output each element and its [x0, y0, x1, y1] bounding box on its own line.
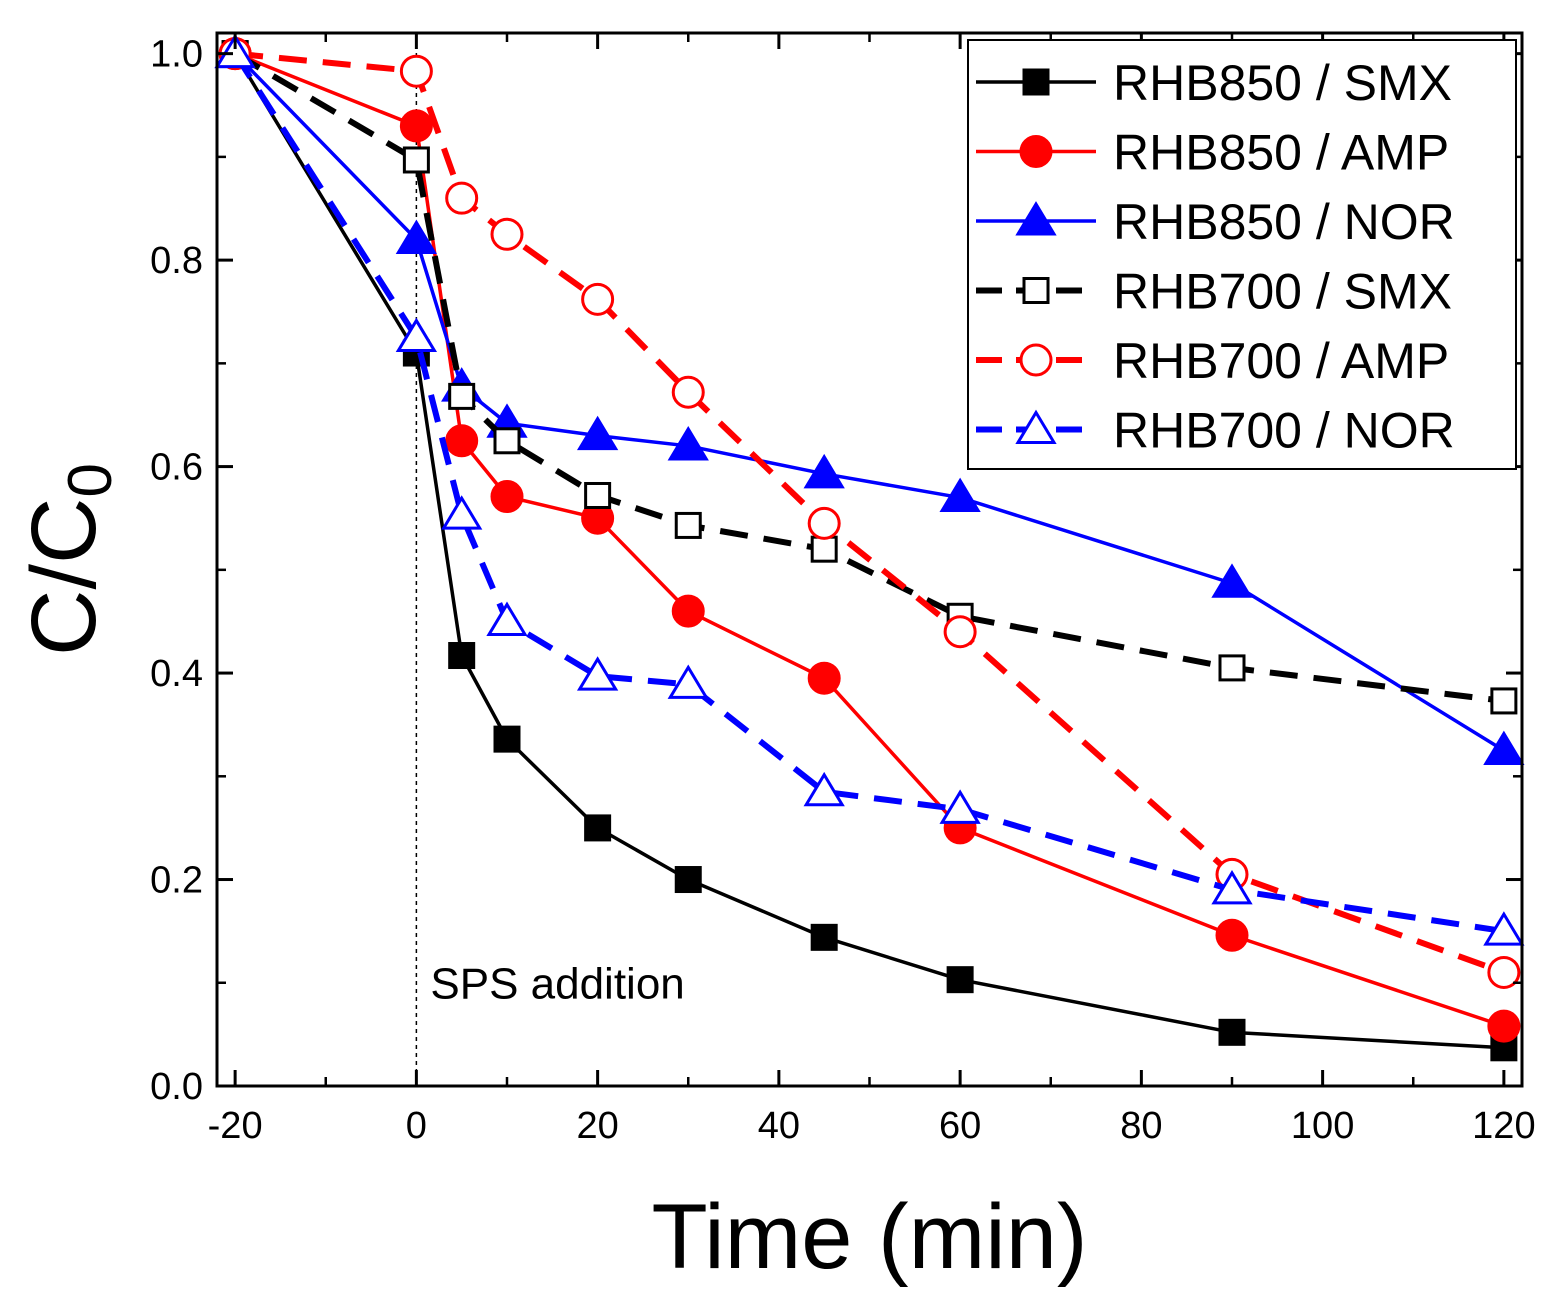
y-tick-label: 0.8 [150, 240, 203, 282]
x-tick-label: -20 [208, 1105, 263, 1147]
data-point [1483, 730, 1525, 765]
data-point [441, 495, 483, 530]
data-point [943, 615, 977, 649]
x-tick-label: 20 [576, 1105, 618, 1147]
series-4 [218, 37, 1521, 989]
data-point [445, 424, 479, 458]
x-tick-label: 40 [758, 1105, 800, 1147]
data-point [395, 317, 438, 353]
data-point [674, 511, 702, 539]
y-tick-label: 1.0 [150, 34, 203, 76]
y-tick-label: 0.4 [150, 653, 203, 695]
data-point [490, 217, 524, 251]
data-point [671, 375, 705, 409]
data-point [576, 656, 619, 691]
legend-marker [1022, 277, 1050, 304]
data-point [803, 771, 845, 807]
series-layer [214, 33, 1525, 1062]
x-tick-label: 0 [406, 1105, 427, 1147]
data-point [399, 109, 433, 143]
series-5 [214, 33, 1525, 946]
series-line [233, 52, 1505, 752]
legend-marker [1019, 135, 1053, 168]
data-point [448, 642, 476, 670]
sps-addition-label: SPS addition [430, 959, 684, 1008]
data-point [671, 594, 705, 628]
data-point [807, 661, 841, 695]
data-point [490, 480, 524, 514]
data-point [395, 219, 438, 254]
y-tick-label: 0.0 [150, 1066, 203, 1108]
data-point [939, 477, 981, 513]
series-line [233, 52, 1504, 1050]
data-point [939, 789, 981, 824]
x-tick-label: 120 [1472, 1105, 1535, 1147]
legend: RHB850 / SMX RHB850 / AMP RHB850 / NOR RHB7… [967, 39, 1517, 470]
legend-marker [1022, 68, 1050, 96]
legend-label: RHB850 / NOR [1113, 194, 1455, 250]
data-point [810, 535, 838, 563]
data-point [576, 415, 619, 451]
series-line [232, 52, 1505, 935]
y-axis-title-main: C/C [13, 498, 115, 656]
data-point [581, 282, 615, 316]
annotation-layer: SPS addition [415, 37, 685, 1086]
legend-box [967, 39, 1517, 470]
series-line [234, 50, 1505, 976]
data-point [1490, 687, 1518, 715]
axes: -20 0 20 40 60 80 100 120 0.0 0.2 0.4 0.6 0.8 1.0 [150, 31, 1536, 1147]
data-point [667, 426, 709, 461]
legend-label: RHB700 / SMX [1113, 264, 1452, 320]
data-point [1218, 654, 1246, 682]
data-point [493, 427, 521, 455]
data-point [807, 506, 841, 540]
y-tick-label: 0.6 [150, 447, 203, 489]
series-line [233, 51, 1505, 704]
legend-marker [1019, 343, 1053, 377]
data-point [1215, 918, 1249, 952]
data-point [214, 33, 256, 69]
legend-marker [1015, 201, 1057, 236]
data-point [1211, 563, 1253, 598]
data-point [584, 481, 612, 509]
data-point [1218, 1018, 1246, 1046]
legend-label: RHB850 / SMX [1113, 55, 1452, 111]
data-point [803, 453, 845, 489]
y-tick-label: 0.2 [150, 860, 203, 902]
legend-label: RHB700 / NOR [1113, 403, 1455, 459]
data-point [399, 54, 433, 88]
data-point [1487, 1009, 1521, 1043]
x-axis-title: Time (min) [651, 1186, 1087, 1288]
x-tick-label: 80 [1120, 1105, 1162, 1147]
legend-label: RHB700 / AMP [1113, 333, 1449, 389]
x-tick-label: 60 [939, 1105, 981, 1147]
data-point [667, 664, 709, 699]
x-tick-label: 100 [1291, 1105, 1354, 1147]
data-point [810, 923, 838, 951]
legend-label: RHB850 / AMP [1113, 125, 1449, 181]
data-point [674, 866, 702, 894]
legend-marker [1015, 409, 1057, 444]
y-axis-title-subscript: 0 [56, 463, 125, 497]
data-point [946, 966, 974, 994]
data-point [445, 181, 479, 215]
data-point [1211, 869, 1253, 905]
data-point [448, 382, 476, 410]
data-point [402, 146, 430, 174]
data-point [584, 814, 612, 842]
data-point [1483, 911, 1525, 946]
y-axis-title: C/C0 [13, 463, 125, 656]
data-point [493, 725, 521, 753]
data-point [486, 601, 528, 636]
data-point [1487, 955, 1521, 989]
